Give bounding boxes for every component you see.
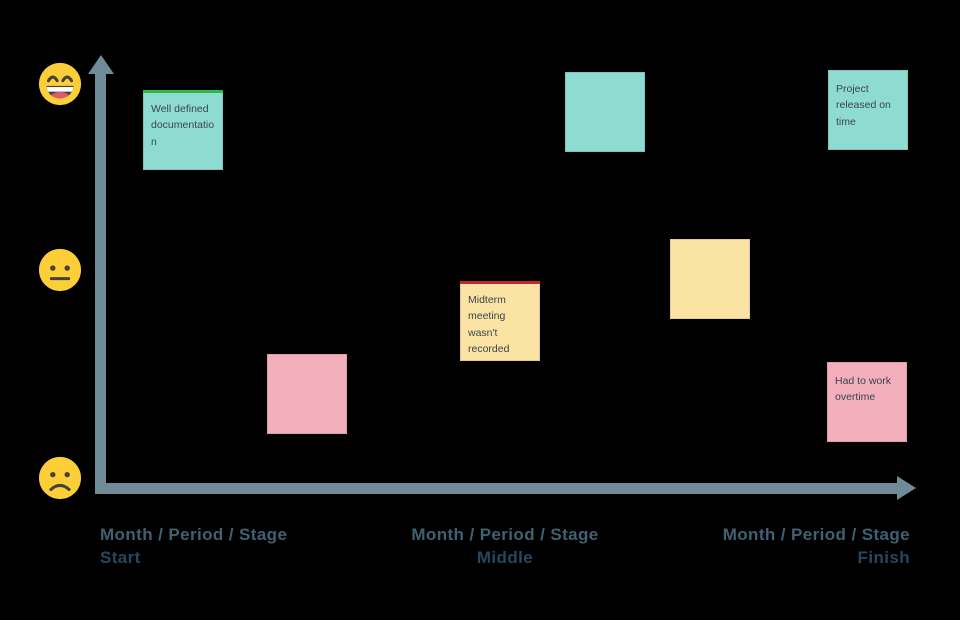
x-label-start: Month / Period / Stage Start	[100, 525, 300, 568]
sticky-note-blank-yellow[interactable]	[670, 239, 750, 319]
x-axis-arrow-icon	[897, 476, 916, 500]
note-color-strip	[460, 281, 540, 284]
x-label-line2: Middle	[476, 548, 534, 567]
x-label-line1: Month / Period / Stage	[100, 525, 288, 544]
sad-face-icon	[38, 456, 82, 500]
note-text: Midterm meeting wasn't recorded	[468, 294, 510, 355]
sticky-note-midterm-meeting[interactable]: Midterm meeting wasn't recorded	[460, 281, 540, 361]
sticky-note-well-defined[interactable]: Well defined documentation	[143, 90, 223, 170]
sticky-note-blank-teal[interactable]	[565, 72, 645, 152]
sticky-note-overtime[interactable]: Had to work overtime	[827, 362, 907, 442]
note-text: Well defined documentation	[151, 103, 215, 148]
note-color-strip	[143, 90, 223, 93]
note-text: Project released on time	[836, 83, 891, 128]
x-label-line1: Month / Period / Stage	[411, 525, 599, 544]
note-text	[565, 72, 645, 89]
happy-face-icon	[38, 62, 82, 106]
x-label-line1: Month / Period / Stage	[722, 525, 910, 544]
note-text: Had to work overtime	[835, 375, 892, 404]
x-label-line2: Start	[100, 548, 141, 567]
neutral-face-icon	[38, 248, 82, 292]
x-label-line2: Finish	[857, 548, 910, 567]
y-axis-arrow-icon	[88, 55, 114, 74]
x-axis	[95, 483, 898, 494]
x-label-finish: Month / Period / Stage Finish	[710, 525, 910, 568]
sticky-note-project-released[interactable]: Project released on time	[828, 70, 908, 150]
x-label-middle: Month / Period / Stage Middle	[405, 525, 605, 568]
note-text	[267, 354, 347, 371]
note-text	[670, 239, 750, 256]
sticky-note-blank-pink[interactable]	[267, 354, 347, 434]
y-axis	[95, 70, 106, 494]
